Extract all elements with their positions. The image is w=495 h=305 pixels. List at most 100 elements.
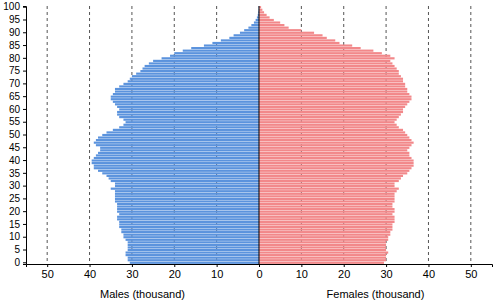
bar: [96, 154, 259, 156]
bar: [259, 185, 395, 187]
bar: [259, 50, 373, 52]
tick-label: 15: [9, 219, 21, 230]
bar: [259, 47, 361, 49]
bar: [115, 190, 259, 192]
bar: [117, 203, 259, 205]
x-axis-males: 1020304050: [27, 264, 260, 280]
bar: [259, 216, 395, 218]
tick-mark: [471, 264, 472, 267]
bar: [259, 134, 407, 136]
tick-label: 50: [465, 268, 477, 280]
tick: 10: [9, 231, 26, 242]
bar: [259, 9, 262, 11]
bar: [117, 218, 259, 220]
tick-label: 45: [9, 142, 21, 153]
tick: 10: [296, 264, 308, 280]
bar: [259, 203, 392, 205]
tick: 20: [169, 264, 181, 280]
bars: [92, 6, 414, 264]
bar: [259, 259, 386, 261]
bar: [115, 195, 259, 197]
tick: 50: [42, 264, 54, 280]
bar: [259, 88, 407, 90]
bar: [259, 251, 388, 253]
bar: [259, 139, 412, 141]
bar: [259, 257, 386, 259]
bar: [259, 121, 395, 123]
bar: [98, 170, 259, 172]
bar: [259, 11, 264, 13]
bar: [259, 24, 284, 26]
axis-title: Females (thousand): [327, 288, 425, 300]
bar: [115, 88, 259, 90]
bar: [259, 249, 386, 251]
tick-label: 20: [169, 268, 181, 280]
tick-label: 90: [9, 27, 21, 38]
bar: [259, 154, 409, 156]
series-bars: [92, 6, 259, 264]
bar: [121, 231, 259, 233]
bar: [259, 14, 267, 16]
axis-line: [27, 265, 260, 268]
bar: [259, 113, 401, 115]
bar: [115, 193, 259, 195]
tick: 15: [9, 219, 26, 230]
bar: [259, 16, 270, 18]
bar: [259, 239, 388, 241]
bar: [259, 244, 386, 246]
bar: [123, 236, 259, 238]
tick-mark: [23, 186, 26, 187]
bar: [259, 149, 407, 151]
bar: [259, 177, 401, 179]
bar: [259, 75, 401, 77]
bar: [115, 90, 259, 92]
bar: [100, 147, 259, 149]
bar: [153, 60, 259, 62]
grid-line: [47, 6, 48, 264]
tick-label: 30: [380, 268, 392, 280]
tick-label: 10: [9, 231, 21, 242]
bar: [229, 37, 259, 39]
bar: [259, 32, 314, 34]
bar: [204, 44, 259, 46]
bar: [259, 55, 390, 57]
bar: [126, 251, 259, 253]
bar: [94, 142, 259, 144]
tick-mark: [23, 237, 26, 238]
tick-label: 40: [9, 155, 21, 166]
tick-label: 50: [9, 129, 21, 140]
tick-mark: [23, 32, 26, 33]
bar: [259, 198, 395, 200]
bar: [259, 52, 382, 54]
bar: [259, 67, 397, 69]
bar: [259, 159, 414, 161]
bar: [234, 34, 259, 36]
tick-label: 35: [9, 168, 21, 179]
bar: [259, 29, 301, 31]
tick-label: 10: [296, 268, 308, 280]
tick-label: 50: [42, 268, 54, 280]
zero-line: [259, 6, 260, 264]
bar: [109, 177, 259, 179]
bar: [113, 101, 259, 103]
tick: 50: [465, 264, 477, 280]
tick: 30: [9, 180, 26, 191]
bar: [259, 234, 390, 236]
bar: [259, 254, 386, 256]
tick-label: 0: [256, 268, 262, 280]
bar: [259, 93, 409, 95]
bar: [259, 147, 409, 149]
bar: [94, 165, 259, 167]
bar: [119, 85, 259, 87]
bar: [119, 226, 259, 228]
bar: [96, 144, 259, 146]
bar: [259, 73, 399, 75]
tick-mark: [23, 83, 26, 84]
bar: [92, 159, 259, 161]
bar: [259, 205, 392, 207]
bar: [128, 257, 259, 259]
bar: [149, 62, 259, 64]
tick-mark: [90, 264, 91, 267]
bar: [191, 47, 259, 49]
bar: [115, 200, 259, 202]
